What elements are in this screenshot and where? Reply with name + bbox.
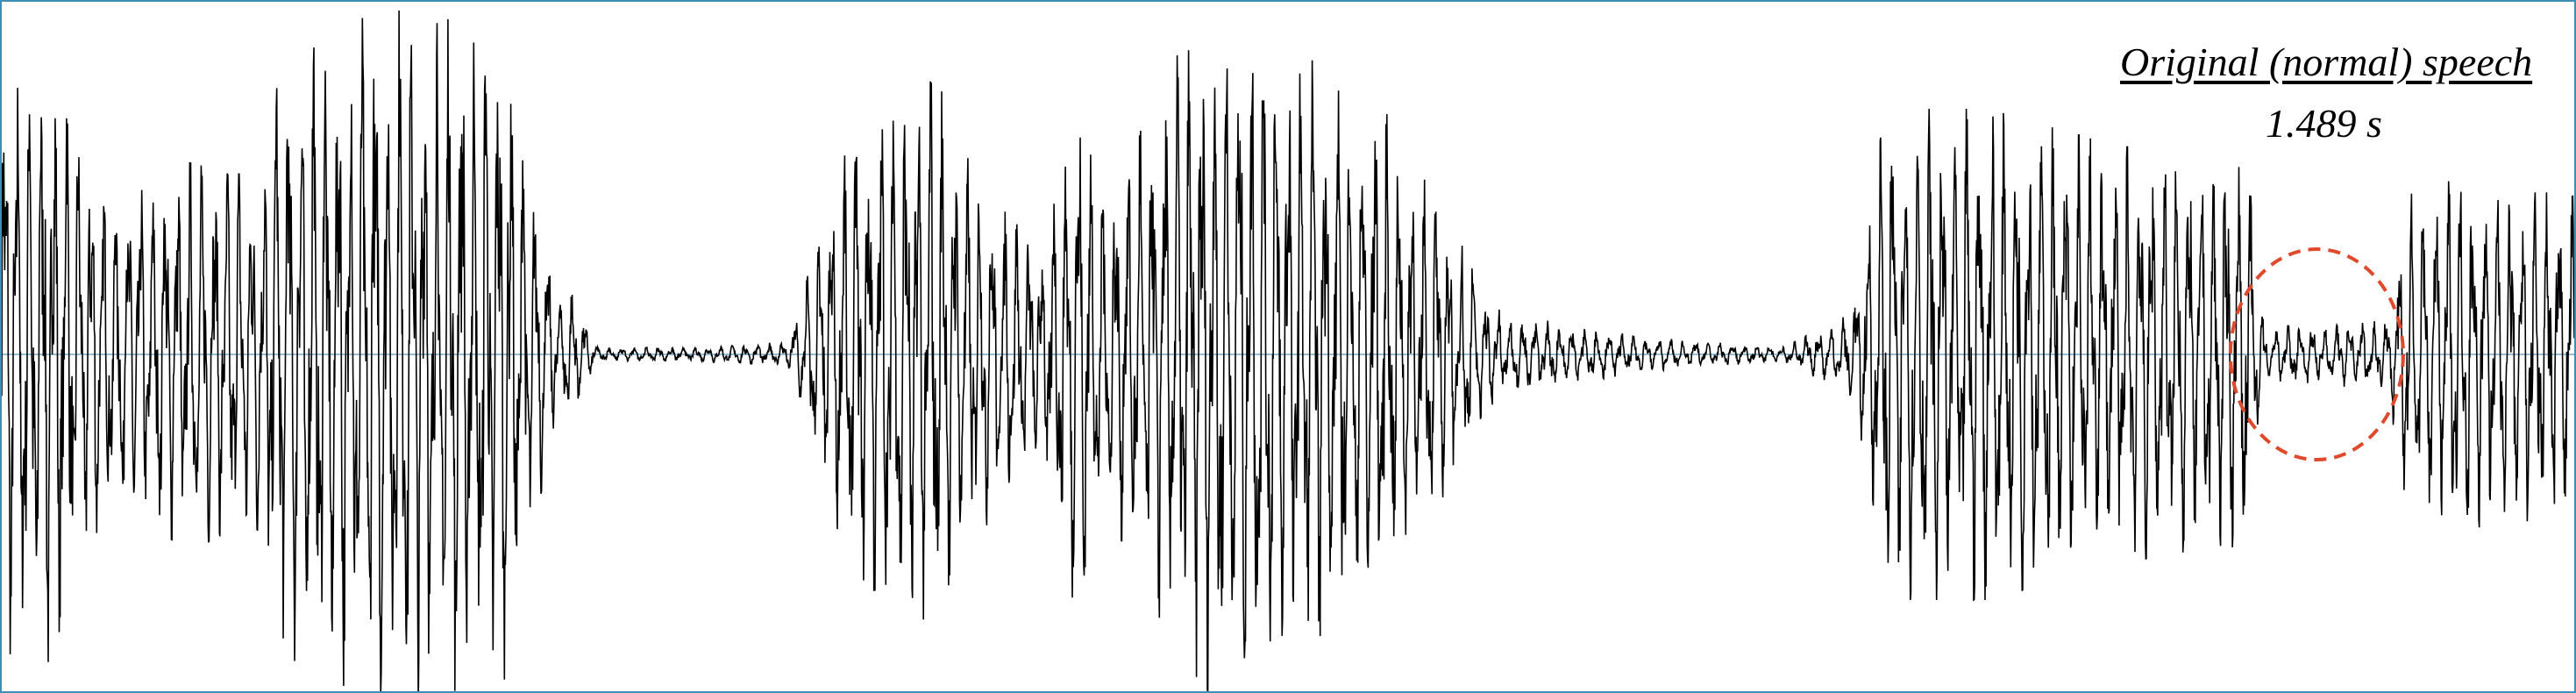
- red-dashed-circle-0: [2228, 247, 2405, 461]
- duration-label: 1.489 s: [2266, 101, 2382, 146]
- chart-title: Original (normal) speech: [2120, 39, 2533, 84]
- speech-waveform: [2, 10, 2574, 691]
